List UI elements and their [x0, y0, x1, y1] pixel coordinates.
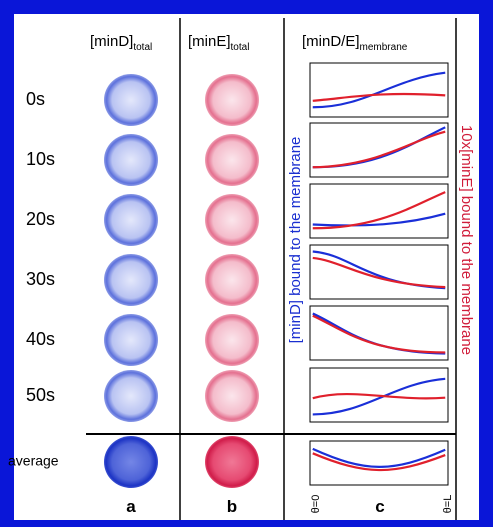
row-label: 0s	[26, 89, 45, 109]
membrane-curve-minE	[313, 453, 445, 470]
cell-image	[205, 134, 259, 186]
cell-image	[205, 370, 259, 422]
membrane-curve-minE	[313, 394, 445, 398]
cell-image	[104, 134, 158, 186]
cell-image	[205, 436, 259, 488]
plot	[313, 449, 445, 470]
plot-box	[309, 440, 449, 486]
cell-image	[104, 74, 158, 126]
membrane-curve-minE	[313, 258, 445, 287]
start-label: θ=0	[310, 495, 322, 514]
plot-box	[309, 122, 449, 178]
row-label: 40s	[26, 329, 55, 349]
column-header: [minD]total	[90, 33, 152, 53]
column-header: [minE]total	[188, 33, 249, 53]
membrane-curve-minD	[313, 449, 445, 467]
cell-image	[104, 194, 158, 246]
cell-image	[104, 370, 158, 422]
plot-box	[309, 62, 449, 118]
membrane-curve-minD	[313, 73, 445, 108]
cell-image	[205, 254, 259, 306]
plot	[313, 251, 445, 288]
header-text: [minE]	[188, 33, 231, 50]
plot	[313, 314, 445, 354]
membrane-curve-minE	[313, 94, 445, 101]
panel-letter: b	[227, 497, 237, 516]
plot	[313, 379, 445, 415]
row-label: 50s	[26, 385, 55, 405]
plot	[313, 73, 445, 108]
plot	[313, 192, 445, 228]
row-label: 30s	[26, 269, 55, 289]
header-text: [minD/E]	[302, 33, 360, 50]
plot-box	[309, 183, 449, 239]
left-axis-label: [minD] bound to the membrane	[287, 137, 304, 344]
row-label: 20s	[26, 209, 55, 229]
header-subscript: membrane	[360, 42, 408, 53]
row-label: average	[8, 453, 59, 469]
cell-image	[104, 436, 158, 488]
membrane-curve-minE	[313, 316, 445, 353]
plot-box	[309, 244, 449, 300]
header-subscript: total	[133, 42, 152, 53]
panel-letter: c	[375, 497, 384, 516]
cell-image	[205, 194, 259, 246]
cell-image	[205, 314, 259, 366]
column-header: [minD/E]membrane	[302, 33, 408, 53]
header-text: [minD]	[90, 33, 133, 50]
cell-image	[104, 254, 158, 306]
membrane-curve-minE	[313, 192, 445, 228]
membrane-curve-minE	[313, 132, 445, 168]
panel-letter: a	[126, 497, 136, 516]
cell-image	[104, 314, 158, 366]
membrane-curve-minD	[313, 214, 445, 226]
right-axis-label: 10x[minE] bound to the membrane	[458, 125, 475, 355]
membrane-curve-minD	[313, 379, 445, 415]
row-label: 10s	[26, 149, 55, 169]
plot	[313, 127, 445, 167]
cell-image	[205, 74, 259, 126]
end-label: θ=L	[442, 495, 454, 514]
header-subscript: total	[231, 42, 250, 53]
